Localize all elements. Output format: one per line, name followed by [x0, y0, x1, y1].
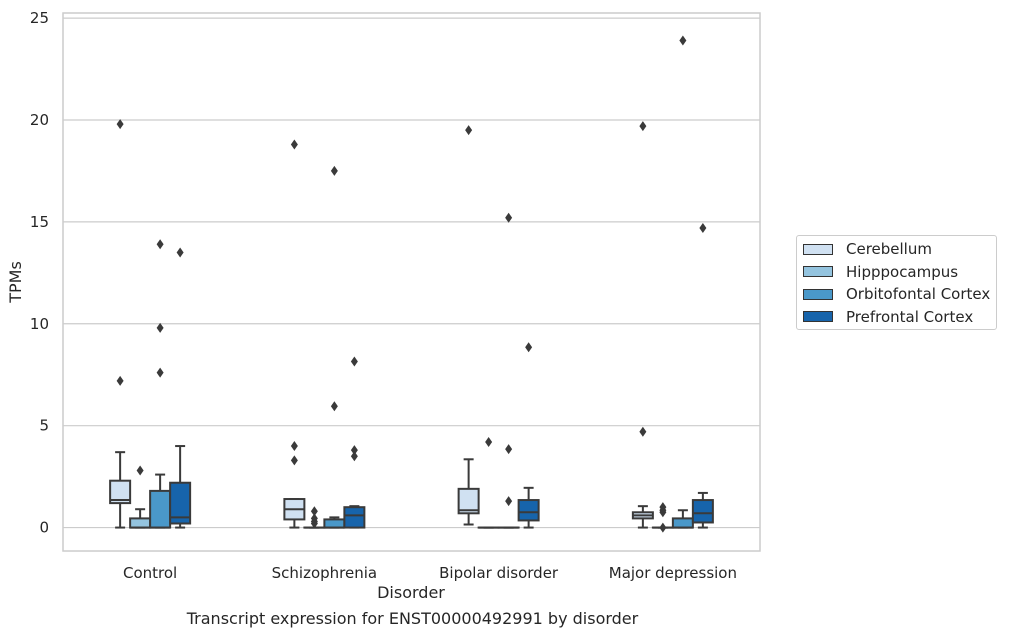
boxes — [109, 445, 714, 529]
box-iqr — [129, 517, 152, 529]
outlier-point — [659, 507, 667, 518]
legend-label: Orbitofontal Cortex — [846, 285, 991, 303]
outlier-point — [505, 444, 513, 455]
box-cerebellum — [283, 498, 306, 529]
x-tick-label: Schizophrenia — [272, 564, 377, 582]
x-tick-label: Major depression — [609, 564, 737, 582]
outliers — [116, 35, 707, 533]
box-iqr — [343, 506, 366, 529]
legend-swatch — [803, 288, 833, 300]
box-iqr — [671, 517, 694, 529]
box-iqr — [691, 499, 714, 524]
legend-item: Hipppocampus — [803, 262, 958, 282]
plot-frame — [62, 12, 761, 552]
legend-item: Prefrontal Cortex — [803, 307, 973, 327]
legend-swatch — [803, 311, 833, 322]
outlier-point — [290, 441, 298, 452]
box-iqr — [517, 499, 540, 522]
outlier-point — [156, 367, 164, 378]
outlier-point — [699, 222, 707, 233]
x-tick-label: Control — [123, 564, 177, 582]
box-orbitofontal-cortex — [149, 473, 172, 529]
x-tick-label: Bipolar disorder — [439, 564, 559, 582]
legend-swatch — [803, 266, 833, 277]
legend-item: Orbitofontal Cortex — [803, 284, 990, 304]
box-prefrontal-cortex — [343, 505, 366, 529]
outlier-point — [505, 496, 513, 507]
x-axis-ticks: Control Schizophrenia Bipolar disorder Majo… — [123, 564, 737, 582]
outlier-point — [290, 455, 298, 466]
outlier-point — [639, 121, 647, 132]
outlier-point — [116, 119, 124, 130]
y-tick-label: 20 — [30, 111, 49, 129]
outlier-point — [290, 139, 298, 150]
outlier-point — [330, 165, 338, 176]
outlier-point — [505, 212, 513, 223]
outlier-point — [350, 451, 358, 462]
box-cerebellum — [631, 505, 654, 529]
box-orbitofontal-cortex — [323, 516, 346, 529]
box-iqr — [457, 487, 480, 515]
outlier-point — [156, 322, 164, 333]
outlier-point — [350, 445, 358, 456]
outlier-point — [485, 436, 493, 447]
outlier-point — [116, 375, 124, 386]
x-axis-title: Disorder — [377, 583, 445, 602]
box-prefrontal-cortex — [517, 486, 540, 529]
legend-swatch — [803, 243, 833, 255]
outlier-point — [525, 342, 533, 353]
y-tick-label: 10 — [30, 315, 49, 333]
legend: Cerebellum Hipppocampus Orbitofontal Corte… — [796, 235, 997, 330]
legend-label: Prefrontal Cortex — [846, 307, 974, 326]
outlier-point — [156, 239, 164, 250]
box-iqr — [169, 481, 192, 525]
outlier-point — [330, 401, 338, 412]
box-cerebellum — [457, 458, 480, 526]
legend-label: Hipppocampus — [846, 262, 959, 281]
y-axis-ticks: 0 5 10 15 20 25 — [30, 9, 49, 536]
box-prefrontal-cortex — [691, 491, 714, 529]
box-iqr — [323, 518, 346, 529]
legend-item: Cerebellum — [803, 239, 932, 259]
box-iqr — [109, 479, 132, 505]
outlier-point — [639, 426, 647, 437]
outlier-point — [310, 518, 318, 529]
outlier-point — [350, 356, 358, 367]
y-tick-label: 5 — [39, 417, 49, 435]
box-prefrontal-cortex — [169, 445, 192, 529]
y-tick-label: 15 — [30, 213, 49, 231]
y-axis-title: TPMs — [6, 261, 25, 304]
outlier-point — [310, 506, 318, 517]
box-hipppocampus — [129, 508, 152, 529]
outlier-point — [176, 247, 184, 258]
outlier-point — [136, 465, 144, 476]
y-tick-label: 0 — [39, 519, 49, 537]
box-iqr — [149, 489, 172, 529]
outlier-point — [465, 125, 473, 136]
outlier-point — [679, 35, 687, 46]
legend-label: Cerebellum — [846, 240, 932, 258]
outlier-point — [659, 522, 667, 533]
box-orbitofontal-cortex — [671, 509, 694, 529]
chart-caption: Transcript expression for ENST0000049299… — [186, 609, 639, 628]
box-cerebellum — [109, 451, 132, 529]
gridlines — [63, 17, 760, 529]
y-tick-label: 25 — [30, 9, 49, 27]
